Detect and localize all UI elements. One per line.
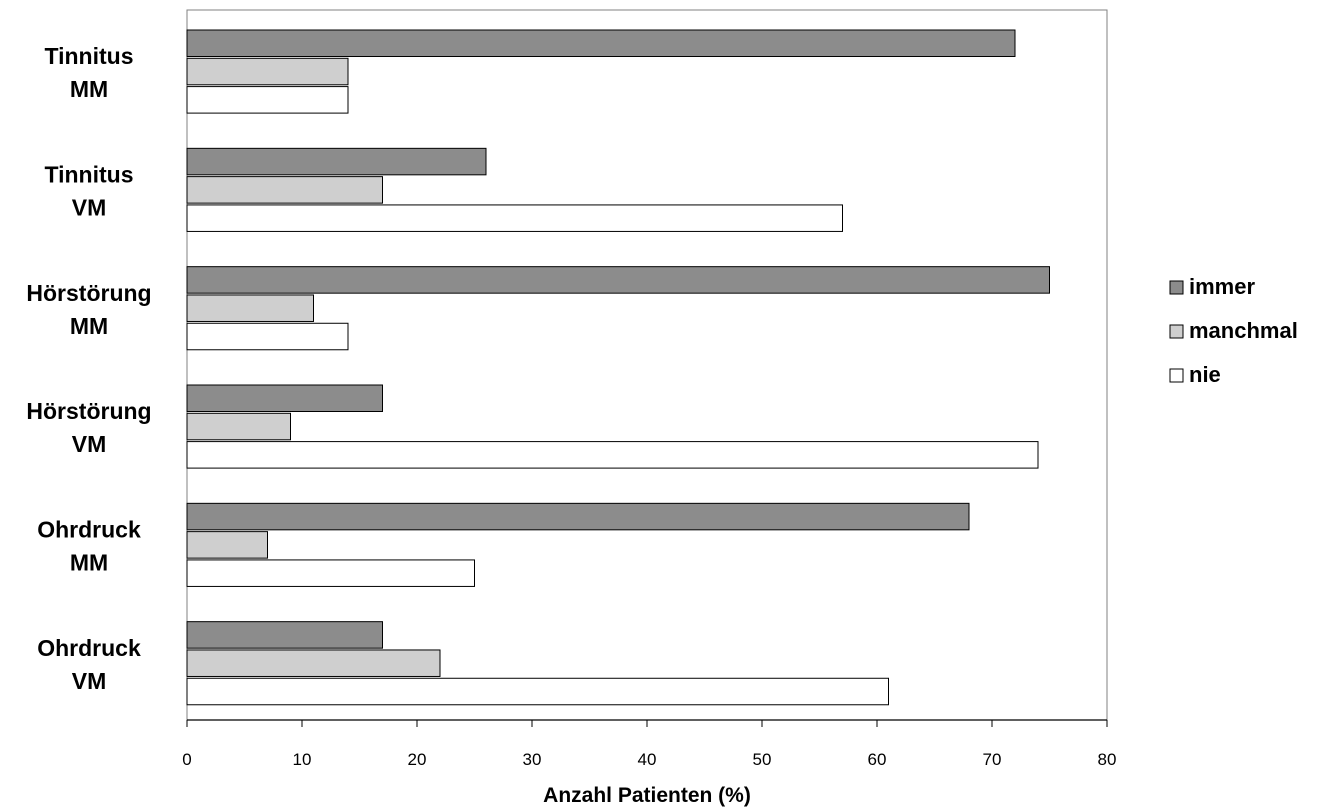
legend-label-manchmal: manchmal — [1189, 318, 1298, 343]
x-axis-ticks: 0 10 20 30 40 50 60 70 80 — [182, 720, 1116, 769]
x-tick-label: 0 — [182, 750, 191, 769]
bar-immer-5 — [186, 502, 970, 531]
legend-swatch-manchmal — [1169, 324, 1184, 339]
category-label: MM — [70, 550, 108, 576]
x-tick-label: 70 — [983, 750, 1002, 769]
bar-manchmal-3 — [186, 294, 314, 322]
category-labels: Tinnitus MM Tinnitus VM Hörstörung MM Hörstöru… — [26, 43, 151, 694]
legend-label-immer: immer — [1189, 274, 1255, 299]
bar-manchmal-5 — [186, 531, 268, 559]
category-label: Hörstörung — [26, 280, 151, 306]
category-label: MM — [70, 313, 108, 339]
category-label: Tinnitus — [44, 162, 133, 188]
bar-immer-6 — [186, 621, 383, 649]
category-label: Tinnitus — [44, 43, 133, 69]
bar-nie-5 — [186, 559, 475, 587]
bar-nie-4 — [186, 441, 1039, 469]
x-tick-label: 10 — [293, 750, 312, 769]
x-tick-label: 50 — [753, 750, 772, 769]
bar-manchmal-6 — [186, 649, 441, 677]
bar-nie-3 — [186, 322, 349, 351]
category-label: VM — [72, 195, 107, 221]
x-tick-label: 60 — [868, 750, 887, 769]
legend-swatch-nie — [1169, 368, 1184, 383]
category-label: Hörstörung — [26, 398, 151, 424]
plot-area — [186, 9, 1108, 721]
category-label: Ohrdruck — [37, 517, 141, 543]
x-tick-label: 40 — [638, 750, 657, 769]
bar-immer-1 — [186, 29, 1016, 57]
x-tick-label: 30 — [523, 750, 542, 769]
legend-swatch-immer — [1169, 280, 1184, 295]
x-tick-label: 20 — [408, 750, 427, 769]
x-tick-label: 80 — [1098, 750, 1117, 769]
legend-label-nie: nie — [1189, 362, 1221, 387]
bar-manchmal-4 — [186, 412, 291, 441]
bar-immer-4 — [186, 384, 383, 412]
bar-nie-2 — [186, 204, 843, 232]
legend: immer manchmal nie — [1169, 274, 1298, 387]
category-label: VM — [72, 668, 107, 694]
bar-nie-1 — [186, 86, 349, 114]
category-label: MM — [70, 76, 108, 102]
x-axis-title: Anzahl Patienten (%) — [543, 784, 751, 807]
bar-immer-2 — [186, 147, 487, 176]
category-label: VM — [72, 431, 107, 457]
bar-manchmal-1 — [186, 57, 349, 86]
bars-layer — [186, 29, 1050, 706]
bar-manchmal-2 — [186, 176, 383, 204]
bar-nie-6 — [186, 677, 889, 706]
bar-immer-3 — [186, 266, 1050, 294]
category-label: Ohrdruck — [37, 635, 141, 661]
